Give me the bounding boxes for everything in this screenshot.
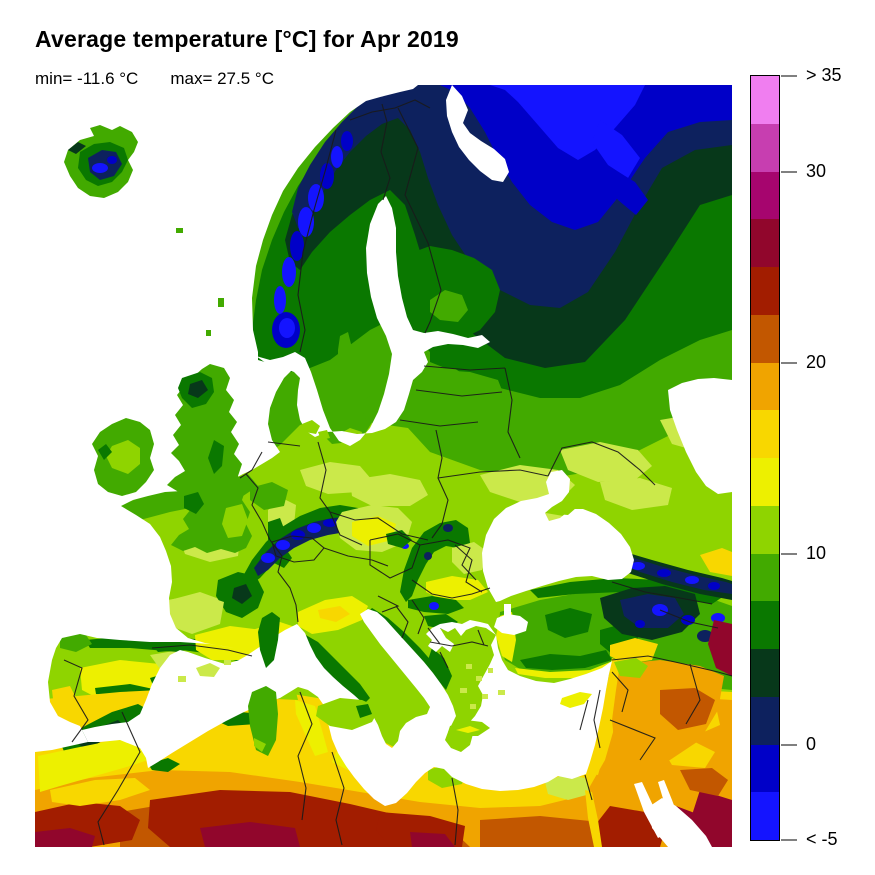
po-gold-spot [318,606,350,622]
scandes-cold-spots [272,131,353,348]
min-max-stats: min= -11.6 °C max= 27.5 °C [35,69,274,89]
colorbar-segment-13 [751,696,779,745]
sardinia [248,686,278,756]
colorbar-segment-0 [751,76,779,124]
massif-central-dark [232,584,252,604]
min-temperature-label: min= -11.6 °C [35,69,139,88]
white-sea [446,85,509,182]
ibiza [178,676,186,682]
aegean-islands [460,664,505,709]
ireland [92,418,154,496]
se-turkey-gold [610,638,658,664]
colorbar-segment-5 [751,314,779,363]
temperature-colorbar [750,75,780,841]
ardennes-green [250,482,288,510]
finland-mid-patch [430,290,468,322]
colorbar-segment-14 [751,744,779,793]
map-layers [35,85,732,847]
alps-inner-navy [254,517,356,576]
pindus [428,648,452,690]
black-sea [482,470,634,602]
colorbar-segment-8 [751,458,779,506]
nile-valley [585,790,602,847]
colorbar-segment-15 [751,792,779,840]
rhodes [498,690,505,695]
max-temperature-label: max= 27.5 °C [170,69,274,88]
east-edge-maroon [708,620,732,676]
crimea [552,502,576,515]
plot-title: Average temperature [°C] for Apr 2019 [35,26,459,52]
cold-streak-arkhangelsk [592,120,640,178]
sahara-maroon-spots [200,822,300,847]
kura-valley-gold [700,548,732,576]
country-borders [63,99,732,846]
caspian-sea [668,378,732,494]
ne-anatolia-navy [620,594,684,628]
estonia-dark-patch [430,346,486,370]
carpathians [400,520,470,602]
bosphorus [504,604,511,618]
colorbar-segment-7 [751,410,779,458]
syria-dark-orange [660,688,715,730]
small-north-isles [176,228,224,336]
band-minus2-0C [440,85,732,230]
colorbar-segment-2 [751,171,779,220]
tunisia-yellow [295,700,328,756]
nw-syria-green [614,658,648,678]
gulf-of-lion [188,652,240,672]
gulf-of-suez [634,782,666,838]
menorca [224,660,231,665]
languedoc-yellow [195,626,268,660]
arabia-dark-orange-patch [680,768,728,796]
colorbar-segment-10 [751,553,779,602]
apennines [298,634,370,706]
colorbar-segment-3 [751,219,779,267]
sardinia-coast [254,738,266,752]
colorbar-segment-6 [751,362,779,411]
sweden-south-patch [318,388,376,444]
taurus [520,650,612,670]
red-sea [650,798,712,847]
colorbar-segment-9 [751,505,779,554]
morocco-maroon [35,828,95,847]
levant-coast-gold [586,658,622,775]
mediterranean-islands [178,612,592,756]
rila-cold-spot [429,602,439,610]
sea-of-marmara [494,614,528,635]
corsica [258,612,280,668]
nile-delta [545,774,590,800]
anatolia-dark-patch1 [545,608,592,638]
libya-maroon [410,832,455,847]
cold-streak-pechora [606,170,648,215]
colorbar-segment-1 [751,123,779,172]
morocco-yellow [38,740,160,792]
colorbar-segment-11 [751,601,779,649]
morocco-gold [50,778,150,806]
colorbar-segment-4 [751,267,779,315]
iceland [64,125,138,198]
great-britain [167,364,252,553]
baltic-islands [302,332,372,440]
cyprus [560,692,592,708]
colorbar-segment-12 [751,649,779,697]
caucasus-blue-spots [631,562,720,590]
sicily-etna [356,704,372,718]
gulf-of-aqaba [658,780,678,820]
crete-coast [456,726,480,733]
mallorca [196,663,220,677]
pannonia-yellow [352,516,396,546]
baltic-sea [256,196,490,446]
aquitaine-pale [168,594,224,634]
